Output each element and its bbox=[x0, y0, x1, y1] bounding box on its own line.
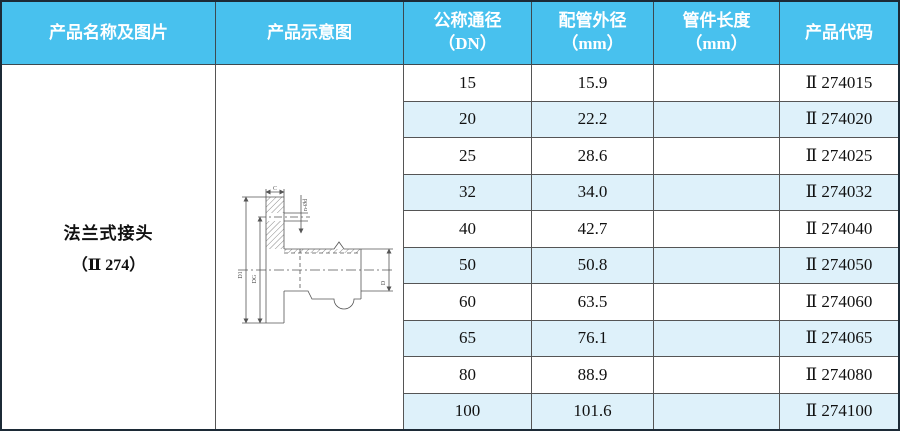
cell-nominal-diameter: 32 bbox=[404, 174, 532, 210]
cell-product-code: Ⅱ 274040 bbox=[805, 218, 873, 238]
cell-pipe-outer-diameter: 42.7 bbox=[532, 211, 654, 247]
header-label: 产品名称及图片 bbox=[49, 22, 168, 42]
cell-product-code: Ⅱ 274015 bbox=[805, 72, 873, 92]
cell-nominal-diameter: 50 bbox=[404, 247, 532, 283]
header-cell-outer-diameter: 配管外径 （mm） bbox=[532, 2, 654, 64]
technical-drawing-flange-fitting: C n-Ød D1 DG D bbox=[238, 186, 393, 324]
table-row: 25 28.6 Ⅱ 274025 bbox=[404, 138, 898, 175]
cell-fitting-length bbox=[654, 138, 780, 174]
cell-fitting-length bbox=[654, 247, 780, 283]
cell-product-code: Ⅱ 274060 bbox=[805, 291, 873, 311]
cell-product-code: Ⅱ 274032 bbox=[805, 182, 873, 202]
header-cell-product-name: 产品名称及图片 bbox=[2, 2, 216, 64]
table-body: 法兰式接头 （Ⅱ 274） bbox=[2, 65, 898, 429]
table-row: 60 63.5 Ⅱ 274060 bbox=[404, 284, 898, 321]
header-label: 产品示意图 bbox=[267, 22, 352, 42]
cell-pipe-outer-diameter: 76.1 bbox=[532, 320, 654, 356]
flange-hatch-lower bbox=[266, 221, 284, 249]
cell-nominal-diameter: 80 bbox=[404, 357, 532, 393]
table-row: 80 88.9 Ⅱ 274080 bbox=[404, 357, 898, 394]
header-cell-diagram: 产品示意图 bbox=[216, 2, 404, 64]
cell-product-code: Ⅱ 274065 bbox=[805, 328, 873, 348]
cell-pipe-outer-diameter: 22.2 bbox=[532, 101, 654, 137]
cell-pipe-outer-diameter: 15.9 bbox=[532, 65, 654, 101]
cell-fitting-length bbox=[654, 101, 780, 137]
product-name-cell: 法兰式接头 （Ⅱ 274） bbox=[2, 65, 216, 429]
cell-pipe-outer-diameter: 101.6 bbox=[532, 393, 654, 429]
cell-pipe-outer-diameter: 34.0 bbox=[532, 174, 654, 210]
cell-pipe-outer-diameter: 50.8 bbox=[532, 247, 654, 283]
product-model: （Ⅱ 274） bbox=[71, 257, 146, 274]
dim-label-bolt-holes: n-Ød bbox=[303, 199, 309, 211]
cell-fitting-length bbox=[654, 284, 780, 320]
flange-hatch-upper bbox=[266, 197, 284, 213]
header-cell-product-code: 产品代码 bbox=[780, 2, 898, 64]
cell-pipe-outer-diameter: 28.6 bbox=[532, 138, 654, 174]
table-header: 产品名称及图片 产品示意图 公称通径 （DN） 配管外径 （mm） 管件长度 （… bbox=[2, 2, 898, 65]
header-cell-dn: 公称通径 （DN） bbox=[404, 2, 532, 64]
cell-nominal-diameter: 15 bbox=[404, 65, 532, 101]
cell-pipe-outer-diameter: 88.9 bbox=[532, 357, 654, 393]
cell-fitting-length bbox=[654, 65, 780, 101]
header-label: 管件长度 bbox=[682, 11, 751, 31]
pipe-wall-hatch bbox=[284, 249, 361, 253]
table-row: 15 15.9 Ⅱ 274015 bbox=[404, 65, 898, 102]
spec-rows: 15 15.9 Ⅱ 274015 20 22.2 Ⅱ 274020 25 28.… bbox=[404, 65, 898, 429]
header-sublabel: （DN） bbox=[438, 34, 497, 53]
cell-fitting-length bbox=[654, 393, 780, 429]
table-row: 40 42.7 Ⅱ 274040 bbox=[404, 211, 898, 248]
cell-pipe-outer-diameter: 63.5 bbox=[532, 284, 654, 320]
dim-label-d1: D1 bbox=[238, 271, 244, 278]
dim-label-c: C bbox=[273, 186, 277, 192]
cell-product-code: Ⅱ 274100 bbox=[805, 401, 873, 421]
cell-nominal-diameter: 60 bbox=[404, 284, 532, 320]
table-row: 20 22.2 Ⅱ 274020 bbox=[404, 101, 898, 138]
table-row: 32 34.0 Ⅱ 274032 bbox=[404, 174, 898, 211]
product-name: 法兰式接头 bbox=[63, 224, 154, 243]
dim-label-dg: DG bbox=[252, 274, 258, 283]
cell-nominal-diameter: 25 bbox=[404, 138, 532, 174]
cell-fitting-length bbox=[654, 320, 780, 356]
cell-nominal-diameter: 100 bbox=[404, 393, 532, 429]
cell-nominal-diameter: 65 bbox=[404, 320, 532, 356]
cell-product-code: Ⅱ 274080 bbox=[805, 364, 873, 384]
product-diagram-cell: C n-Ød D1 DG D bbox=[216, 65, 404, 429]
cell-nominal-diameter: 20 bbox=[404, 101, 532, 137]
header-sublabel: （mm） bbox=[561, 34, 624, 53]
cell-fitting-length bbox=[654, 211, 780, 247]
header-label: 产品代码 bbox=[805, 22, 873, 42]
header-cell-fitting-length: 管件长度 （mm） bbox=[654, 2, 780, 64]
table-row: 65 76.1 Ⅱ 274065 bbox=[404, 320, 898, 357]
cell-product-code: Ⅱ 274020 bbox=[805, 109, 873, 129]
cell-product-code: Ⅱ 274025 bbox=[805, 145, 873, 165]
cell-product-code: Ⅱ 274050 bbox=[805, 255, 873, 275]
table-row: 50 50.8 Ⅱ 274050 bbox=[404, 247, 898, 284]
header-sublabel: （mm） bbox=[685, 34, 748, 53]
header-label: 公称通径 bbox=[433, 11, 502, 31]
header-label: 配管外径 bbox=[558, 11, 627, 31]
cell-nominal-diameter: 40 bbox=[404, 211, 532, 247]
cell-fitting-length bbox=[654, 357, 780, 393]
cell-fitting-length bbox=[654, 174, 780, 210]
table-row: 100 101.6 Ⅱ 274100 bbox=[404, 393, 898, 429]
dim-label-d: D bbox=[381, 280, 387, 285]
